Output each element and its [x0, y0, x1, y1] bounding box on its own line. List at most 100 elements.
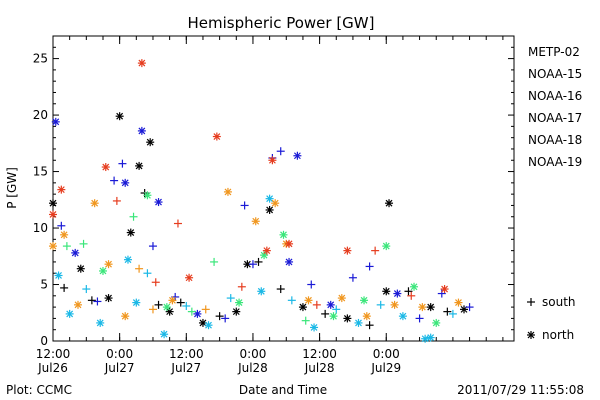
- north-point: [343, 246, 352, 255]
- north-point: [96, 318, 105, 327]
- north-point: [271, 199, 280, 208]
- north-point: [104, 294, 113, 303]
- south-point: [365, 321, 374, 330]
- north-point: [204, 321, 213, 330]
- north-marker-icon: [527, 331, 535, 339]
- north-point: [168, 296, 177, 305]
- north-point: [143, 191, 152, 200]
- north-point: [304, 296, 313, 305]
- south-point: [118, 159, 127, 168]
- y-tick-label: 10: [33, 221, 48, 235]
- south-point: [443, 307, 452, 316]
- north-point: [60, 230, 69, 239]
- south-point: [254, 257, 263, 266]
- north-point: [421, 334, 430, 343]
- south-marker-icon: [527, 298, 535, 306]
- south-point: [154, 300, 163, 309]
- north-point: [71, 248, 80, 257]
- north-point: [410, 282, 419, 291]
- south-point: [143, 269, 152, 278]
- north-point: [162, 303, 171, 312]
- north-point: [126, 228, 135, 237]
- north-point: [454, 298, 463, 307]
- south-point: [148, 305, 157, 314]
- y-tick-label: 5: [40, 278, 48, 292]
- north-point: [390, 300, 399, 309]
- x-tick-label-time: 0:00: [106, 347, 133, 361]
- north-point: [65, 309, 74, 318]
- south-point: [187, 307, 196, 316]
- north-point: [121, 312, 130, 321]
- north-point: [418, 303, 427, 312]
- north-point: [223, 187, 232, 196]
- south-point: [173, 219, 182, 228]
- legend-entry: NOAA-18: [528, 133, 582, 147]
- data-points: [49, 59, 474, 343]
- north-point: [382, 242, 391, 251]
- x-axis-label: Date and Time: [239, 383, 327, 397]
- north-point: [298, 303, 307, 312]
- footer-plot-credit: Plot: CCMC: [6, 383, 72, 397]
- north-point: [265, 205, 274, 214]
- north-point: [426, 303, 435, 312]
- south-point: [312, 300, 321, 309]
- x-tick-label-time: 0:00: [373, 347, 400, 361]
- north-point: [185, 273, 194, 282]
- north-point: [160, 330, 169, 339]
- north-point: [165, 307, 174, 316]
- south-point: [87, 296, 96, 305]
- x-tick-label-time: 0:00: [239, 347, 266, 361]
- chart-title: Hemispheric Power [GW]: [188, 14, 375, 32]
- north-point: [154, 198, 163, 207]
- south-point: [407, 291, 416, 300]
- north-point: [137, 59, 146, 68]
- south-point: [112, 196, 121, 205]
- x-tick-label-time: 12:00: [36, 347, 71, 361]
- x-tick-label-date: Jul26: [37, 361, 68, 375]
- legend-entry: NOAA-19: [528, 155, 582, 169]
- north-point: [257, 287, 266, 296]
- y-axis-label: P [GW]: [5, 167, 19, 209]
- legend-entry: NOAA-15: [528, 67, 582, 81]
- south-point: [62, 242, 71, 251]
- south-point: [365, 262, 374, 271]
- south-point: [332, 305, 341, 314]
- legend-entry: NOAA-16: [528, 89, 582, 103]
- plot-frame: [52, 35, 515, 342]
- south-point: [276, 285, 285, 294]
- south-point: [448, 309, 457, 318]
- legend-entry: METP-02: [528, 45, 580, 59]
- north-point: [285, 257, 294, 266]
- north-point: [432, 318, 441, 327]
- south-point: [404, 287, 413, 296]
- x-tick-label-date: Jul29: [370, 361, 401, 375]
- north-point: [90, 199, 99, 208]
- north-point: [212, 132, 221, 141]
- axis-ticks: [52, 35, 514, 342]
- north-point: [385, 199, 394, 208]
- north-point: [135, 161, 144, 170]
- south-point: [60, 283, 69, 292]
- north-point: [310, 323, 319, 332]
- south-point: [465, 303, 474, 312]
- north-point: [398, 312, 407, 321]
- north-point: [76, 264, 85, 273]
- north-point: [393, 289, 402, 298]
- north-point: [362, 312, 371, 321]
- south-point: [237, 282, 246, 291]
- north-point: [146, 138, 155, 147]
- north-point: [243, 260, 252, 269]
- x-tick-label-time: 12:00: [302, 347, 337, 361]
- north-point: [329, 312, 338, 321]
- south-point: [176, 298, 185, 307]
- north-point: [293, 151, 302, 160]
- x-tick-label-date: Jul28: [304, 361, 335, 375]
- south-point: [415, 314, 424, 323]
- north-point: [232, 307, 241, 316]
- south-point: [321, 309, 330, 318]
- north-point: [49, 210, 57, 219]
- north-point: [73, 300, 82, 309]
- south-point: [248, 260, 257, 269]
- x-tick-labels: 12:00Jul260:00Jul2712:00Jul270:00Jul2812…: [36, 347, 401, 375]
- north-point: [132, 298, 141, 307]
